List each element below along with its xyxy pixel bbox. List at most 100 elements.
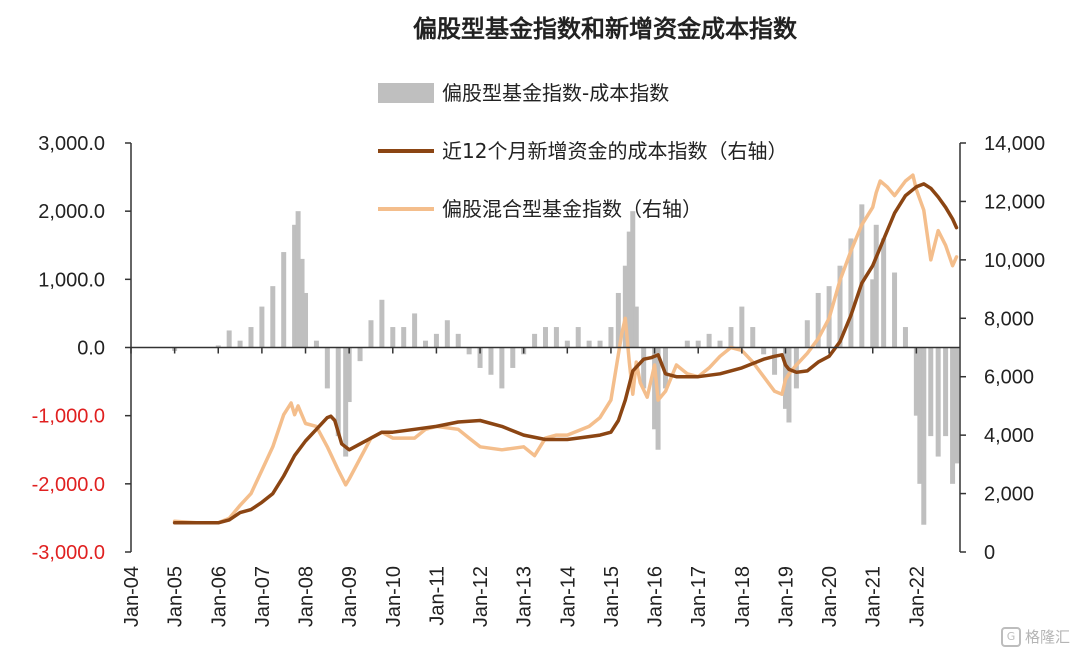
bar: [281, 252, 287, 348]
legend-label: 偏股型基金指数-成本指数: [442, 81, 669, 105]
bar: [292, 224, 298, 348]
bar: [652, 347, 658, 430]
y-right-tick-label: 8,000: [984, 308, 1034, 330]
bar: [423, 340, 429, 348]
bar: [848, 238, 854, 348]
bar: [615, 292, 621, 348]
bar: [499, 347, 505, 389]
bar: [532, 333, 538, 348]
bar: [444, 320, 450, 348]
x-tick-label: Jan-14: [557, 566, 579, 627]
bar: [772, 347, 778, 375]
y-left-tick-label: 1,000.0: [38, 269, 105, 291]
x-tick-label: Jan-05: [165, 566, 187, 627]
x-tick-label: Jan-06: [208, 566, 230, 627]
y-left-tick-label: -3,000.0: [32, 542, 105, 564]
bar: [739, 306, 745, 348]
bar: [324, 347, 330, 389]
bar: [950, 347, 956, 484]
bar: [815, 292, 821, 348]
bar: [215, 345, 221, 348]
watermark: G 格隆汇: [1000, 626, 1070, 647]
y-left-tick-label: 3,000.0: [38, 133, 105, 155]
bar: [226, 330, 232, 348]
bar: [303, 292, 309, 348]
bar: [379, 299, 385, 348]
bar: [870, 279, 876, 348]
bar: [954, 347, 960, 464]
chart-title: 偏股型基金指数和新增资金成本指数: [413, 15, 798, 43]
bar: [608, 327, 614, 348]
axes: 3,000.0 2,000.0 1,000.0 0.0 -1,000.0 -2,000.0…: [32, 133, 1046, 627]
bar: [586, 340, 592, 348]
x-tick-label: Jan-18: [732, 566, 754, 627]
bar: [299, 258, 305, 348]
bar: [935, 347, 941, 457]
bar: [248, 327, 254, 348]
series-line-cost-index: [172, 182, 959, 525]
bar: [917, 347, 923, 484]
x-tick-label: Jan-19: [776, 566, 798, 627]
bar: [913, 347, 919, 416]
y-left-tick-label: 2,000.0: [38, 201, 105, 223]
legend-swatch-bars: [378, 83, 434, 103]
y-right-tick-label: 6,000: [984, 367, 1034, 389]
bar: [575, 327, 581, 348]
x-tick-label: Jan-20: [819, 566, 841, 627]
bar: [368, 320, 374, 348]
bar: [859, 204, 865, 348]
bar: [902, 327, 908, 348]
y-right-tick-label: 14,000: [984, 133, 1045, 155]
bar: [346, 347, 352, 403]
bar: [633, 306, 639, 348]
y-right-tick-label: 0: [984, 542, 995, 564]
watermark-text: 格隆汇: [1024, 628, 1070, 646]
bar: [343, 347, 349, 457]
bar: [295, 211, 301, 348]
bar: [695, 340, 701, 348]
bar: [553, 327, 559, 348]
bar: [259, 306, 265, 348]
bar: [793, 347, 799, 389]
bar: [750, 327, 756, 348]
bar: [357, 347, 363, 362]
y-right-tick-label: 12,000: [984, 191, 1045, 213]
watermark-logo-icon: G: [1000, 626, 1021, 647]
x-tick-label: Jan-11: [426, 566, 448, 626]
bar: [873, 224, 879, 348]
x-tick-label: Jan-09: [339, 566, 361, 627]
bar: [928, 347, 934, 437]
x-tick-label: Jan-13: [514, 566, 536, 627]
y-left-tick-label: 0.0: [77, 338, 105, 360]
bar: [335, 347, 341, 437]
y-left-tick-label: -1,000.0: [32, 406, 105, 428]
bar: [662, 347, 668, 389]
x-tick-label: Jan-07: [252, 566, 274, 627]
x-tick-label: Jan-10: [383, 566, 405, 627]
bar: [412, 313, 418, 348]
bar: [684, 340, 690, 348]
bar: [543, 327, 548, 348]
bar: [390, 327, 396, 348]
bar: [270, 286, 276, 348]
bar: [597, 340, 603, 348]
bar: [717, 340, 723, 348]
bar: [477, 347, 483, 368]
bar: [921, 347, 927, 525]
bar: [510, 347, 516, 368]
bar: [622, 265, 628, 348]
x-tick-label: Jan-21: [863, 566, 885, 627]
bar: [433, 333, 439, 348]
bar: [706, 333, 712, 348]
bar: [630, 211, 636, 348]
x-tick-label: Jan-12: [470, 566, 492, 627]
x-tick-label: Jan-22: [906, 566, 928, 627]
bar: [401, 327, 407, 348]
series-line-fund-index: [172, 173, 959, 525]
y-right-tick-label: 10,000: [984, 250, 1045, 272]
x-tick-label: Jan-04: [121, 566, 143, 627]
bar: [837, 265, 843, 348]
bar: [728, 327, 734, 348]
